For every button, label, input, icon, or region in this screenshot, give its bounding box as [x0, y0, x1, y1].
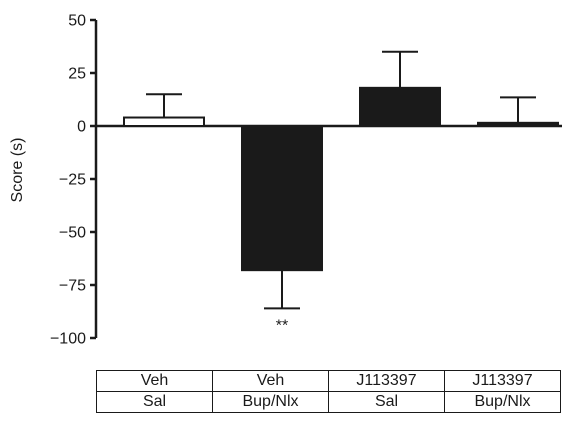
- error-bars: [146, 50, 536, 310]
- condition-table: Veh Veh J113397 J113397 Sal Bup/Nlx Sal …: [96, 370, 561, 413]
- y-tick-label: −50: [59, 225, 86, 242]
- condition-cell: Veh: [96, 370, 213, 392]
- bar: [241, 125, 323, 272]
- chart-area: 50 25 0 −25 −50 −75 −100 ** Score (s): [9, 13, 562, 348]
- condition-cell: Bup/Nlx: [212, 391, 329, 413]
- y-tick-label: −100: [50, 331, 86, 348]
- y-tick-label: −25: [59, 172, 86, 189]
- condition-cell: Sal: [96, 391, 213, 413]
- bar: [477, 121, 559, 127]
- y-axis: 50 25 0 −25 −50 −75 −100: [50, 13, 562, 348]
- annotations: **: [276, 317, 288, 334]
- condition-row-drug: Sal Bup/Nlx Sal Bup/Nlx: [96, 391, 561, 413]
- condition-row-treatment: Veh Veh J113397 J113397: [96, 370, 561, 392]
- condition-cell: Veh: [212, 370, 329, 392]
- y-tick-label: 0: [77, 119, 86, 136]
- bar: [359, 86, 441, 127]
- bar: [123, 116, 205, 127]
- y-tick-label: 25: [68, 66, 86, 83]
- significance-marker: **: [276, 317, 288, 334]
- bars: [123, 86, 559, 272]
- y-tick-label: 50: [68, 13, 86, 30]
- condition-cell: J113397: [444, 370, 561, 392]
- condition-cell: J113397: [328, 370, 445, 392]
- condition-cell: Sal: [328, 391, 445, 413]
- y-axis-label: Score (s): [9, 138, 26, 203]
- y-tick-label: −75: [59, 278, 86, 295]
- condition-cell: Bup/Nlx: [444, 391, 561, 413]
